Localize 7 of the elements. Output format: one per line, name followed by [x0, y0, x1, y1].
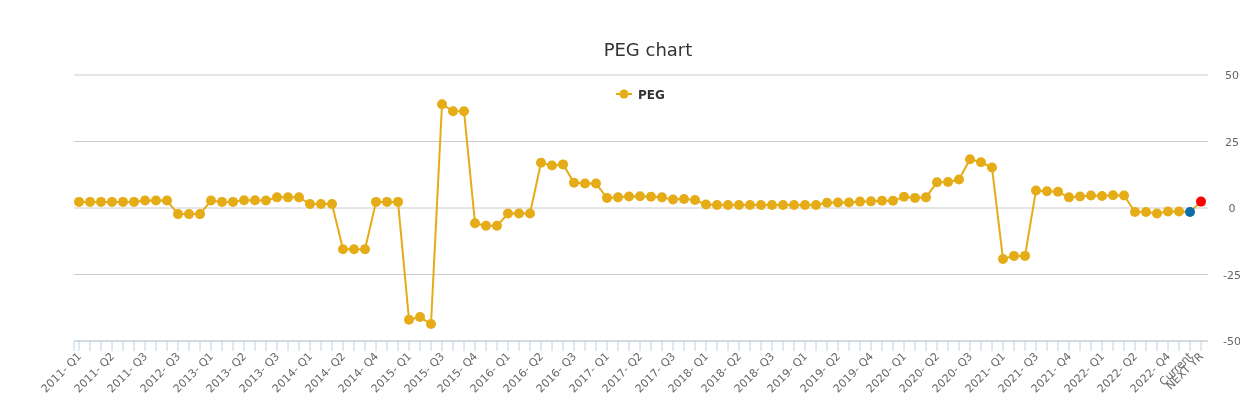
- y-tick-label: 25: [1225, 135, 1239, 149]
- y-tick-label: -25: [1223, 268, 1241, 282]
- chart-title: PEG chart: [603, 39, 693, 60]
- y-tick-label: -50: [1223, 335, 1241, 348]
- legend-label: PEG: [638, 87, 665, 102]
- y-tick-label: 50: [1225, 69, 1239, 82]
- y-tick-label: 0: [1228, 202, 1236, 215]
